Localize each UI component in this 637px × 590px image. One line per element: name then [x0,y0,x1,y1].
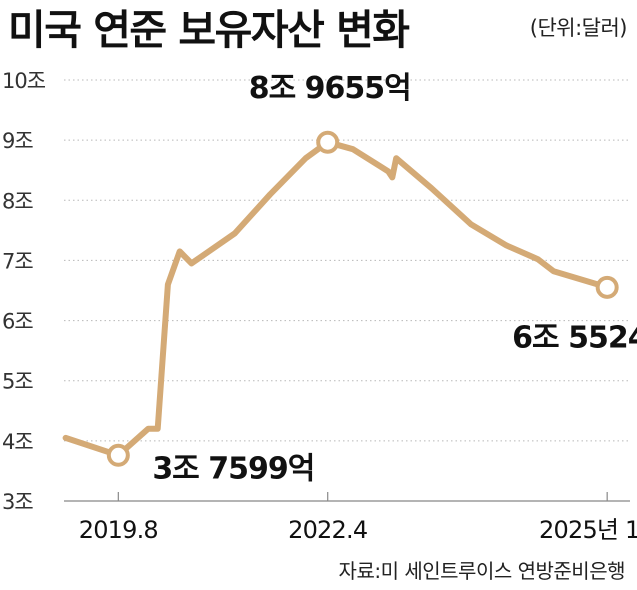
x-tick-label: 2022.4 [288,516,367,544]
y-tick-label: 4조 [2,430,33,454]
x-tick-label: 2025년 11월 [539,516,637,544]
y-axis-labels: 10조 9조 8조 7조 6조 5조 4조 3조 [2,69,47,514]
x-tick-label: 2019.8 [79,516,158,544]
y-tick-label: 6조 [2,310,33,334]
y-tick-label: 7조 [2,249,33,273]
y-tick-label: 10조 [2,69,46,93]
grid-lines [64,79,630,442]
data-point-marker [106,443,130,467]
y-tick-label: 5조 [2,370,33,394]
data-point-marker [316,130,340,154]
markers-layer [106,130,619,467]
annotation-label: 6조 5524억 [512,320,637,355]
y-tick-label: 3조 [2,490,33,514]
annotation-label: 3조 7599억 [152,451,314,486]
chart-title: 미국 연준 보유자산 변화 [8,6,410,54]
axes [64,492,630,502]
annotations-layer: 8조 9655억 3조 7599억 6조 5524억 [152,71,637,486]
x-axis-labels: 2019.8 2022.4 2025년 11월 [79,516,637,544]
y-tick-label: 8조 [2,189,33,213]
series-line [62,139,611,459]
y-tick-label: 9조 [2,129,33,153]
data-point-marker [595,275,619,299]
annotation-label: 8조 9655억 [249,71,411,106]
source-note: 자료:미 세인트루이스 연방준비은행 [338,559,626,583]
series-layer [62,139,611,459]
unit-label: (단위:달러) [529,16,628,40]
